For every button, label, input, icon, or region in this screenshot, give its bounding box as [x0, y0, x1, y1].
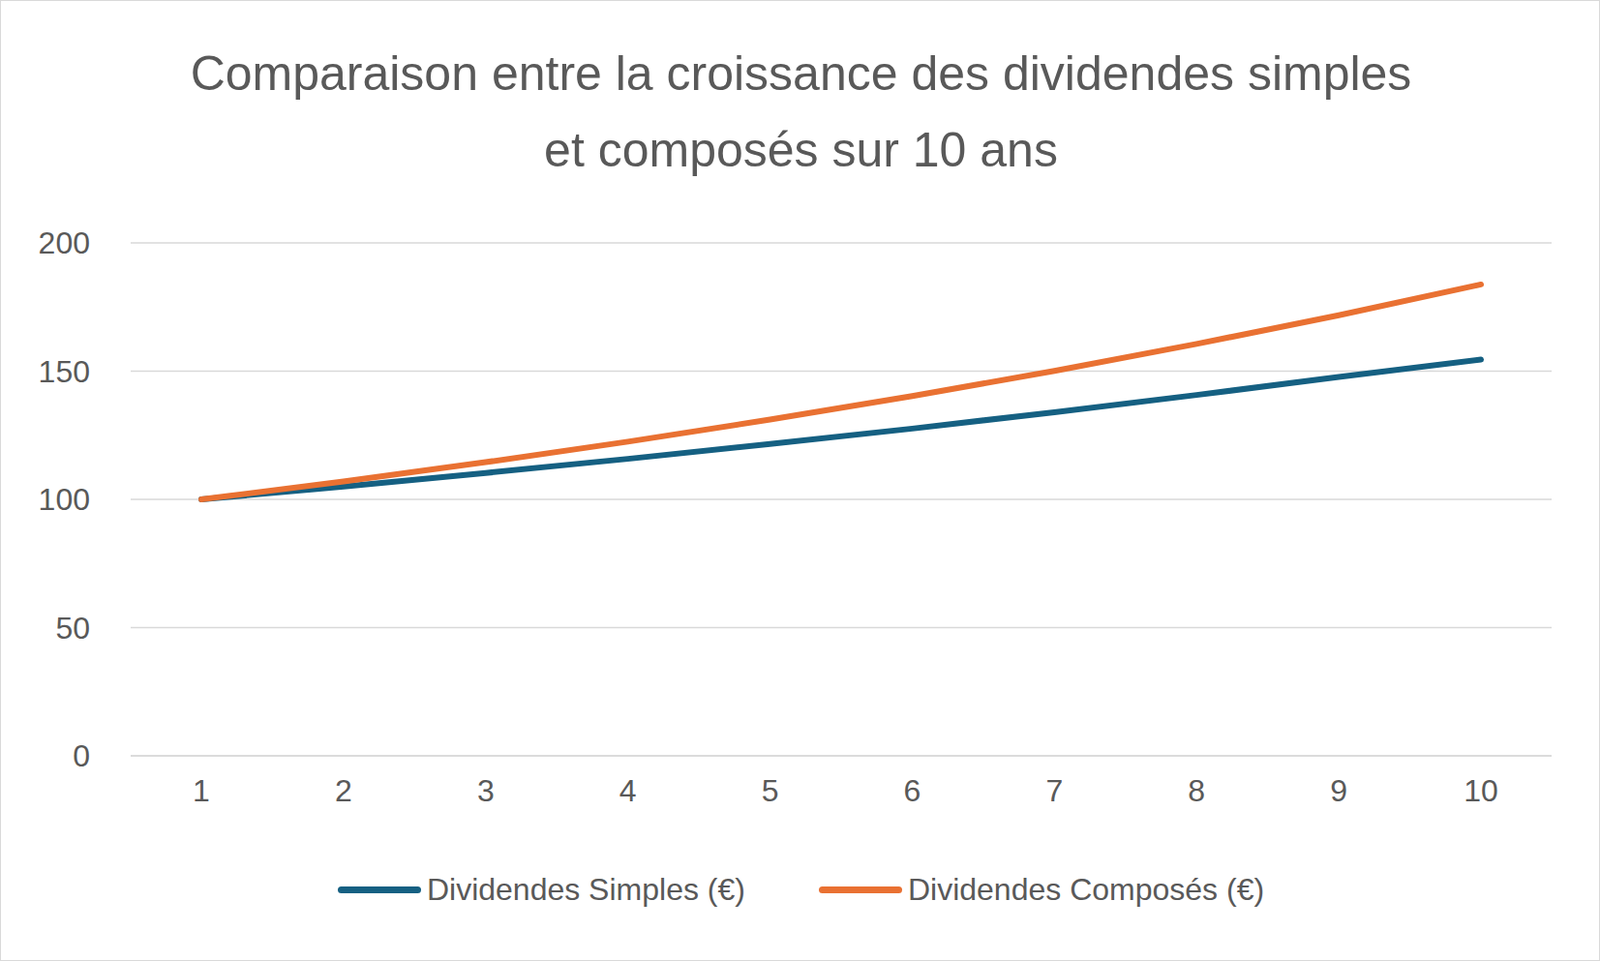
- svg-text:1: 1: [192, 773, 211, 809]
- svg-text:150: 150: [38, 354, 91, 390]
- svg-text:8: 8: [1187, 773, 1206, 809]
- html-text:Dividendes Composés (€): Dividendes Composés (€): [907, 872, 1265, 907]
- svg-text:6: 6: [904, 773, 922, 809]
- html-text:Comparaison entre la croissanc: Comparaison entre la croissance des divi…: [190, 46, 1412, 178]
- svg-text:100: 100: [38, 482, 91, 517]
- svg-text:9: 9: [1329, 773, 1348, 809]
- html-text:Dividendes Simples (€): Dividendes Simples (€): [426, 872, 746, 907]
- svg-text:2: 2: [334, 773, 353, 809]
- svg-text:10: 10: [1463, 773, 1499, 809]
- svg-text:4: 4: [619, 773, 637, 809]
- svg-text:5: 5: [761, 773, 780, 809]
- svg-text:7: 7: [1045, 773, 1063, 809]
- svg-text:0: 0: [72, 738, 91, 774]
- svg-text:200: 200: [38, 225, 91, 261]
- svg-text:50: 50: [55, 610, 91, 646]
- svg-text:3: 3: [477, 773, 495, 809]
